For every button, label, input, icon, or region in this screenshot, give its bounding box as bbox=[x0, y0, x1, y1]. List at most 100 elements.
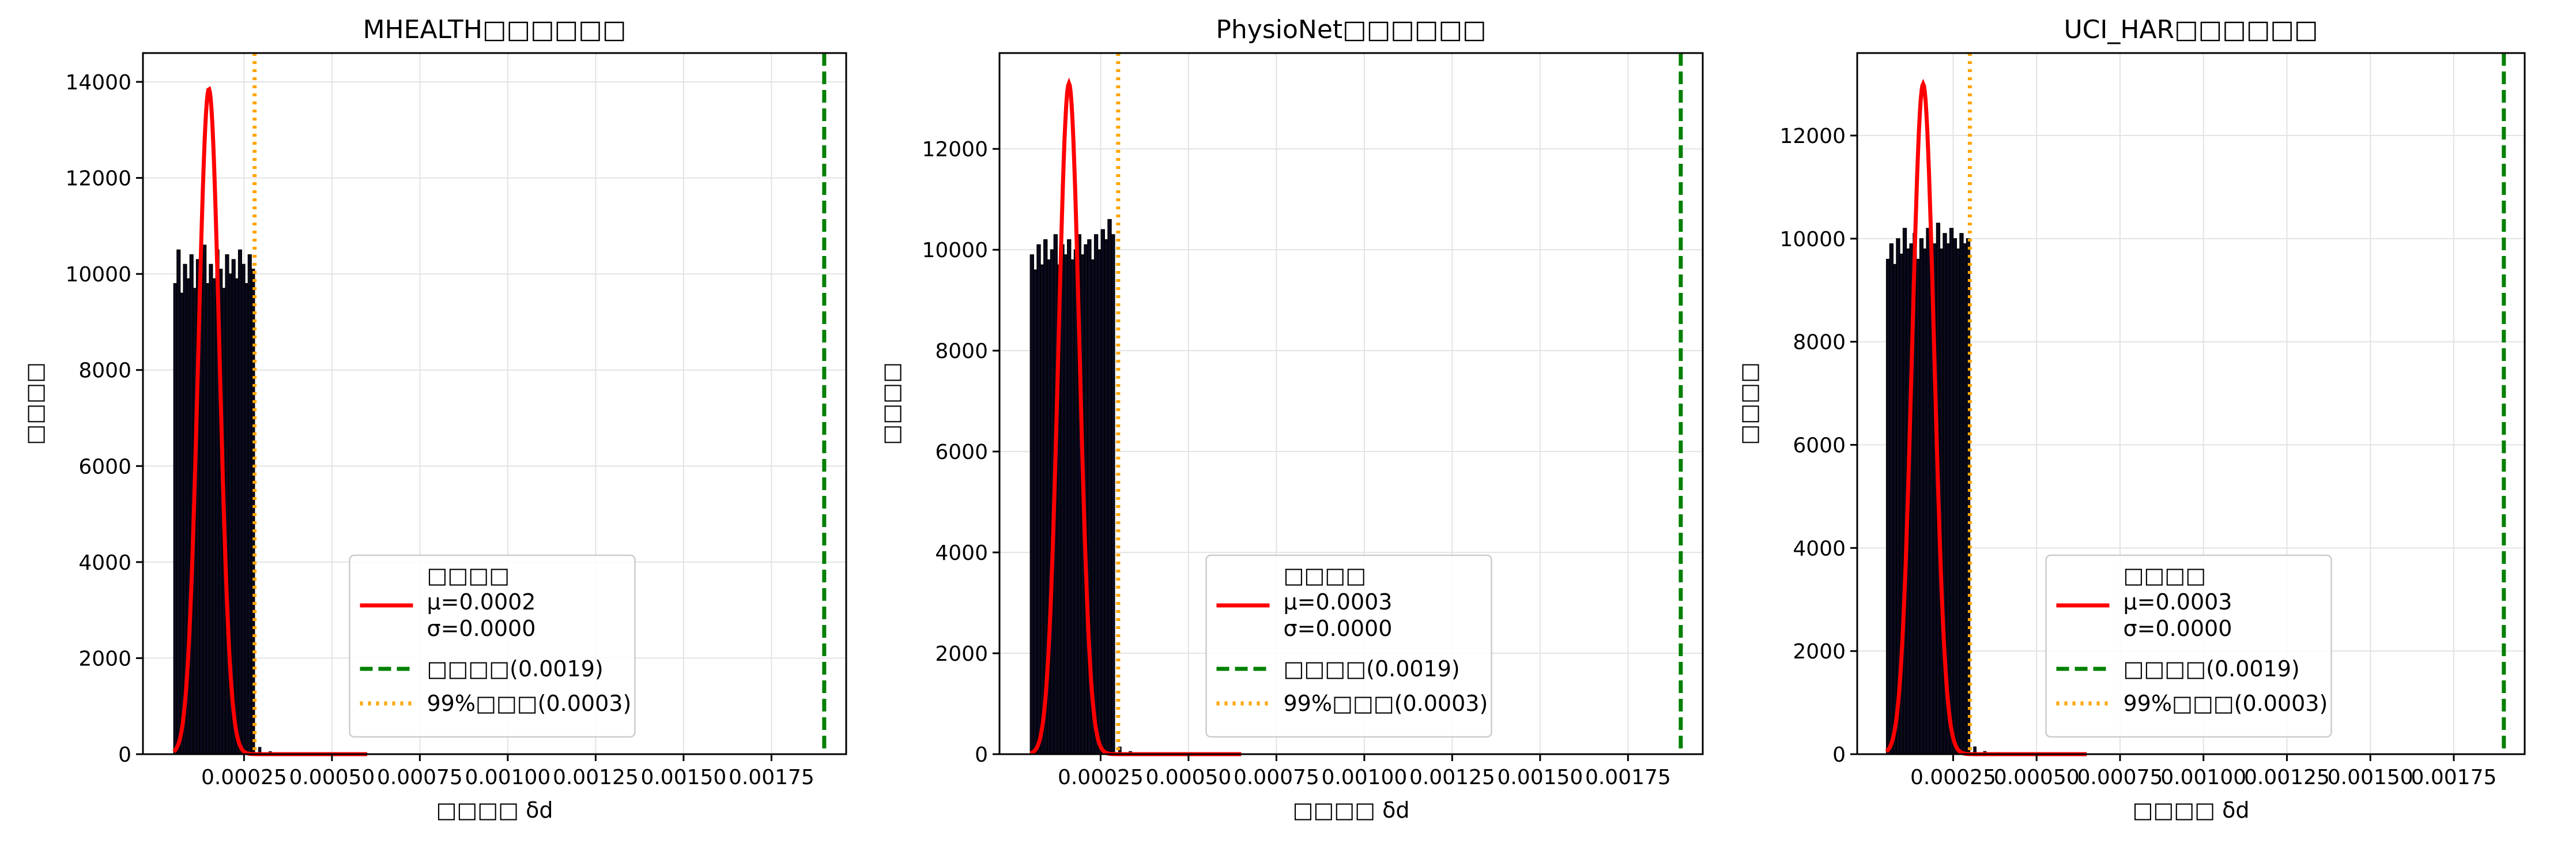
histogram-bar bbox=[1033, 269, 1038, 755]
histogram-bar bbox=[1111, 234, 1115, 755]
y-tick-label: 8000 bbox=[78, 359, 131, 383]
x-tick-label: 0.00125 bbox=[1409, 766, 1495, 789]
legend-label-percentile: 99%□□□(0.0003) bbox=[1284, 691, 1488, 716]
chart-panel: 0.000250.000500.000750.001000.001250.001… bbox=[1736, 15, 2526, 823]
histogram-bar bbox=[1107, 219, 1112, 755]
histogram-bar bbox=[244, 283, 249, 755]
histogram-bar bbox=[1029, 254, 1034, 755]
histogram-bar bbox=[1892, 263, 1897, 755]
histogram-bar bbox=[225, 254, 229, 755]
y-tick-label: 4000 bbox=[78, 551, 131, 575]
legend: □□□□ μ=0.0002 σ=0.0000 □□□□(0.0019) 99%□□□(0… bbox=[349, 554, 636, 738]
x-tick-label: 0.00175 bbox=[2411, 766, 2497, 789]
histogram-bar bbox=[202, 244, 207, 755]
histogram-bar bbox=[1040, 264, 1044, 755]
x-tick-label: 0.00150 bbox=[2328, 766, 2413, 789]
histogram-bar bbox=[1093, 234, 1099, 755]
histogram-bar bbox=[1952, 238, 1958, 755]
legend-label-curve: □□□□ μ=0.0003 σ=0.0000 bbox=[2124, 563, 2232, 641]
x-tick-label: 0.00150 bbox=[1497, 766, 1583, 789]
x-tick-label: 0.00150 bbox=[640, 766, 726, 789]
axes-frame bbox=[998, 52, 1704, 755]
y-tick-label: 0 bbox=[118, 743, 131, 767]
histogram-tail-bar bbox=[1973, 746, 1977, 754]
legend: □□□□ μ=0.0003 σ=0.0000 □□□□(0.0019) 99%□□□(0… bbox=[2045, 554, 2332, 738]
y-tick-label: 10000 bbox=[1779, 228, 1846, 251]
histogram-tail-bar bbox=[258, 747, 262, 754]
histogram-bar bbox=[1067, 239, 1072, 755]
histogram-bar bbox=[1060, 244, 1065, 755]
legend-label-percentile: 99%□□□(0.0003) bbox=[2124, 691, 2328, 716]
histogram-bar bbox=[1063, 254, 1068, 755]
histogram-bar bbox=[1070, 259, 1075, 755]
x-tick-label: 0.00125 bbox=[553, 766, 639, 789]
y-tick-label: 10000 bbox=[922, 239, 988, 262]
x-tick-label: 0.00075 bbox=[2077, 766, 2163, 789]
histogram-bar bbox=[209, 263, 213, 755]
histogram-bar bbox=[1885, 258, 1891, 755]
x-tick-label: 0.00025 bbox=[1910, 766, 1996, 789]
histogram-bar bbox=[1104, 239, 1108, 755]
histogram-bar bbox=[1036, 244, 1041, 755]
legend-box bbox=[1205, 554, 1492, 738]
y-tick-label: 6000 bbox=[78, 455, 131, 479]
x-tick-label: 0.00050 bbox=[1145, 766, 1231, 789]
y-tick-label: 0 bbox=[1832, 743, 1846, 767]
histogram-bar bbox=[1922, 249, 1927, 755]
x-axis-label: □□□□ δd bbox=[436, 797, 553, 823]
y-tick-label: 10000 bbox=[65, 263, 131, 287]
x-axis-label: □□□□ δd bbox=[2132, 797, 2249, 823]
histogram-bar bbox=[1956, 249, 1960, 755]
chart-title: MHEALTH□□□□□□ bbox=[363, 15, 627, 44]
y-tick-label: 6000 bbox=[1793, 434, 1846, 458]
histogram-bar bbox=[1963, 243, 1967, 755]
x-tick-label: 0.00175 bbox=[729, 766, 814, 789]
histogram-bar bbox=[237, 249, 242, 755]
y-tick-label: 12000 bbox=[1779, 125, 1846, 148]
x-tick-label: 0.00025 bbox=[1058, 766, 1144, 789]
x-tick-label: 0.00175 bbox=[1585, 766, 1671, 789]
histogram-tail-bar bbox=[1118, 746, 1122, 754]
x-tick-label: 0.00100 bbox=[465, 766, 550, 789]
histogram-bar bbox=[179, 292, 184, 755]
legend-label-threshold: □□□□(0.0019) bbox=[427, 656, 604, 682]
y-axis-label: □□□□ bbox=[1736, 362, 1762, 445]
y-axis-label: □□□□ bbox=[878, 362, 904, 445]
x-tick-label: 0.00050 bbox=[1994, 766, 2080, 789]
y-tick-label: 2000 bbox=[78, 647, 131, 671]
x-tick-label: 0.00100 bbox=[2160, 766, 2246, 789]
histogram-bar bbox=[1902, 228, 1907, 755]
legend-label-threshold: □□□□(0.0019) bbox=[2124, 656, 2300, 682]
legend-box bbox=[2045, 554, 2332, 738]
x-axis-label: □□□□ δd bbox=[1292, 797, 1409, 823]
y-tick-label: 12000 bbox=[65, 167, 131, 191]
histogram-bar bbox=[1100, 229, 1105, 755]
x-tick-label: 0.00100 bbox=[1321, 766, 1407, 789]
legend-label-curve: □□□□ μ=0.0002 σ=0.0000 bbox=[427, 563, 536, 641]
legend-box bbox=[349, 554, 636, 738]
histogram-bar bbox=[1949, 228, 1954, 755]
histogram-bar bbox=[212, 278, 217, 755]
y-tick-label: 4000 bbox=[935, 541, 988, 565]
legend-label-curve: □□□□ μ=0.0003 σ=0.0000 bbox=[1284, 563, 1393, 641]
histogram-bar bbox=[1889, 243, 1894, 755]
histogram-bar bbox=[1097, 249, 1102, 755]
chart-title: PhysioNet□□□□□□ bbox=[1216, 15, 1486, 44]
histogram-bar bbox=[205, 283, 210, 755]
histogram-bar bbox=[235, 278, 239, 755]
histogram-bar bbox=[251, 269, 255, 755]
histogram-bar bbox=[1926, 228, 1930, 755]
histogram-bar bbox=[173, 283, 178, 755]
x-tick-label: 0.00025 bbox=[201, 766, 287, 789]
histogram-bar bbox=[176, 249, 181, 755]
y-tick-label: 12000 bbox=[922, 138, 988, 161]
x-tick-label: 0.00125 bbox=[2244, 766, 2330, 789]
y-tick-label: 8000 bbox=[1793, 331, 1846, 355]
y-tick-label: 4000 bbox=[1793, 537, 1846, 560]
histogram-bar bbox=[241, 263, 246, 755]
y-tick-label: 8000 bbox=[935, 340, 988, 363]
histogram-bar bbox=[247, 254, 252, 755]
